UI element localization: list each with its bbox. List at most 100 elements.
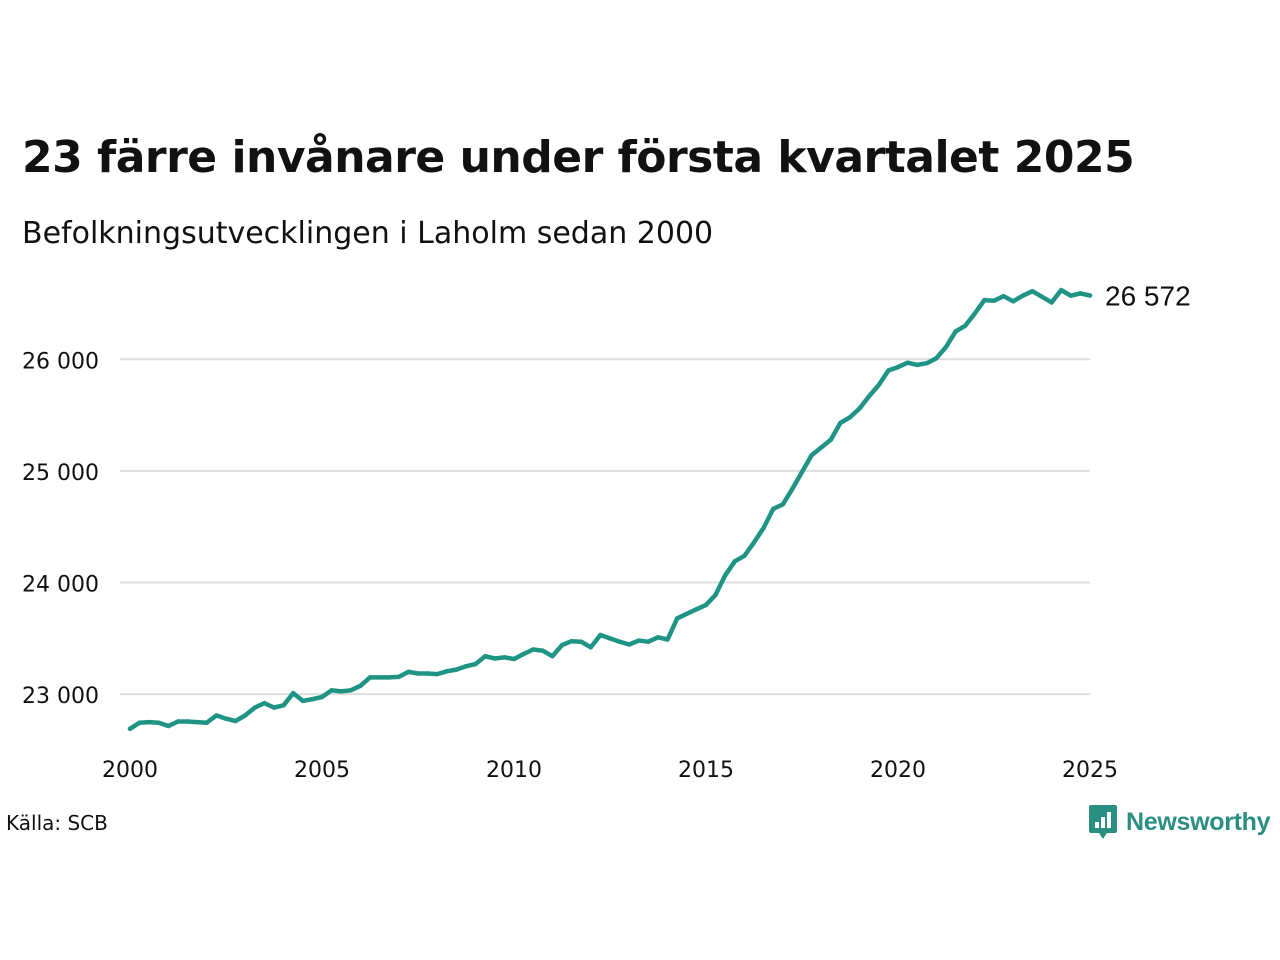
data-point <box>502 655 507 660</box>
x-tick-label: 2025 <box>1062 758 1118 783</box>
data-point <box>991 298 997 303</box>
data-point <box>243 713 248 718</box>
data-point <box>876 382 881 388</box>
x-tick-label: 2010 <box>486 758 542 783</box>
data-point <box>1001 294 1006 299</box>
data-point <box>675 616 680 621</box>
data-point <box>319 694 325 700</box>
data-point <box>425 671 430 676</box>
population-line <box>127 287 1093 732</box>
data-point <box>396 674 401 680</box>
data-point <box>694 607 699 612</box>
brand-logo[interactable]: Newsworthy <box>1088 804 1271 840</box>
data-point <box>492 656 497 661</box>
data-point <box>819 445 824 450</box>
y-tick-label: 24 000 <box>22 573 99 598</box>
data-point <box>761 525 766 531</box>
data-point <box>358 683 363 688</box>
brand-name: Newsworthy <box>1126 807 1271 836</box>
data-point <box>233 718 238 724</box>
data-point <box>780 502 785 507</box>
data-point <box>223 716 229 721</box>
data-point <box>799 469 805 475</box>
data-point <box>348 688 353 693</box>
data-point <box>540 648 545 653</box>
data-point <box>377 675 382 680</box>
data-point <box>156 720 161 725</box>
gridlines <box>120 358 1090 696</box>
data-point <box>1068 293 1074 298</box>
data-point <box>127 726 133 731</box>
data-point <box>559 642 565 648</box>
data-point <box>579 639 584 644</box>
data-point <box>895 364 901 370</box>
data-point <box>463 664 469 669</box>
data-point <box>1020 293 1025 298</box>
y-tick-label: 25 000 <box>22 461 99 486</box>
data-point <box>1059 287 1064 293</box>
data-point <box>1039 294 1045 299</box>
data-point <box>415 671 421 676</box>
data-point <box>588 645 593 650</box>
data-point <box>511 656 517 662</box>
data-point <box>195 719 200 725</box>
x-tick-label: 2020 <box>870 758 926 783</box>
data-point <box>387 675 392 680</box>
data-point <box>905 360 910 365</box>
x-axis-ticks: 2000 2005 2010 2015 2020 2025 <box>102 758 1118 783</box>
data-point <box>607 636 613 641</box>
data-point <box>617 639 622 644</box>
data-point <box>1049 300 1054 305</box>
data-point <box>703 602 709 608</box>
data-points <box>127 287 1093 731</box>
data-point <box>271 705 277 710</box>
data-point <box>147 719 152 725</box>
data-point <box>435 671 440 677</box>
data-point <box>751 540 757 545</box>
data-point <box>310 697 315 702</box>
data-point <box>636 638 641 643</box>
y-tick-label: 23 000 <box>22 684 99 709</box>
data-point <box>454 667 459 672</box>
data-point <box>521 651 526 657</box>
source-note: Källa: SCB <box>6 811 108 835</box>
data-point <box>665 637 670 642</box>
data-point <box>972 311 977 316</box>
data-point <box>550 654 555 659</box>
data-point <box>847 415 853 420</box>
x-tick-label: 2015 <box>678 758 734 783</box>
data-point <box>828 437 833 442</box>
data-point <box>934 356 939 361</box>
data-point <box>809 453 814 458</box>
data-point <box>1078 291 1083 296</box>
chart-subtitle: Befolkningsutvecklingen i Laholm sedan 2… <box>22 216 714 251</box>
data-point <box>444 669 449 674</box>
data-point <box>742 553 747 558</box>
data-point <box>953 329 958 334</box>
data-point <box>214 713 219 718</box>
data-point <box>339 689 344 694</box>
data-point <box>915 362 920 368</box>
y-axis-ticks: 23 000 24 000 25 000 26 000 <box>22 349 99 709</box>
data-point <box>262 700 267 706</box>
data-point <box>627 642 632 647</box>
data-point <box>943 344 949 350</box>
data-point <box>291 690 296 696</box>
data-point <box>732 559 737 564</box>
data-point <box>185 719 190 724</box>
data-point <box>531 647 536 652</box>
data-point <box>771 506 776 512</box>
last-value-label: 26 572 <box>1105 280 1191 311</box>
y-tick-label: 26 000 <box>22 349 99 374</box>
data-point <box>886 368 891 373</box>
data-point <box>867 393 872 399</box>
data-point <box>569 639 574 644</box>
data-point <box>982 297 987 303</box>
chart-title: 23 färre invånare under första kvartalet… <box>22 132 1135 183</box>
data-point <box>838 420 843 426</box>
data-point <box>252 705 257 710</box>
data-point <box>713 592 718 597</box>
data-point <box>473 661 478 667</box>
data-point <box>483 654 488 659</box>
